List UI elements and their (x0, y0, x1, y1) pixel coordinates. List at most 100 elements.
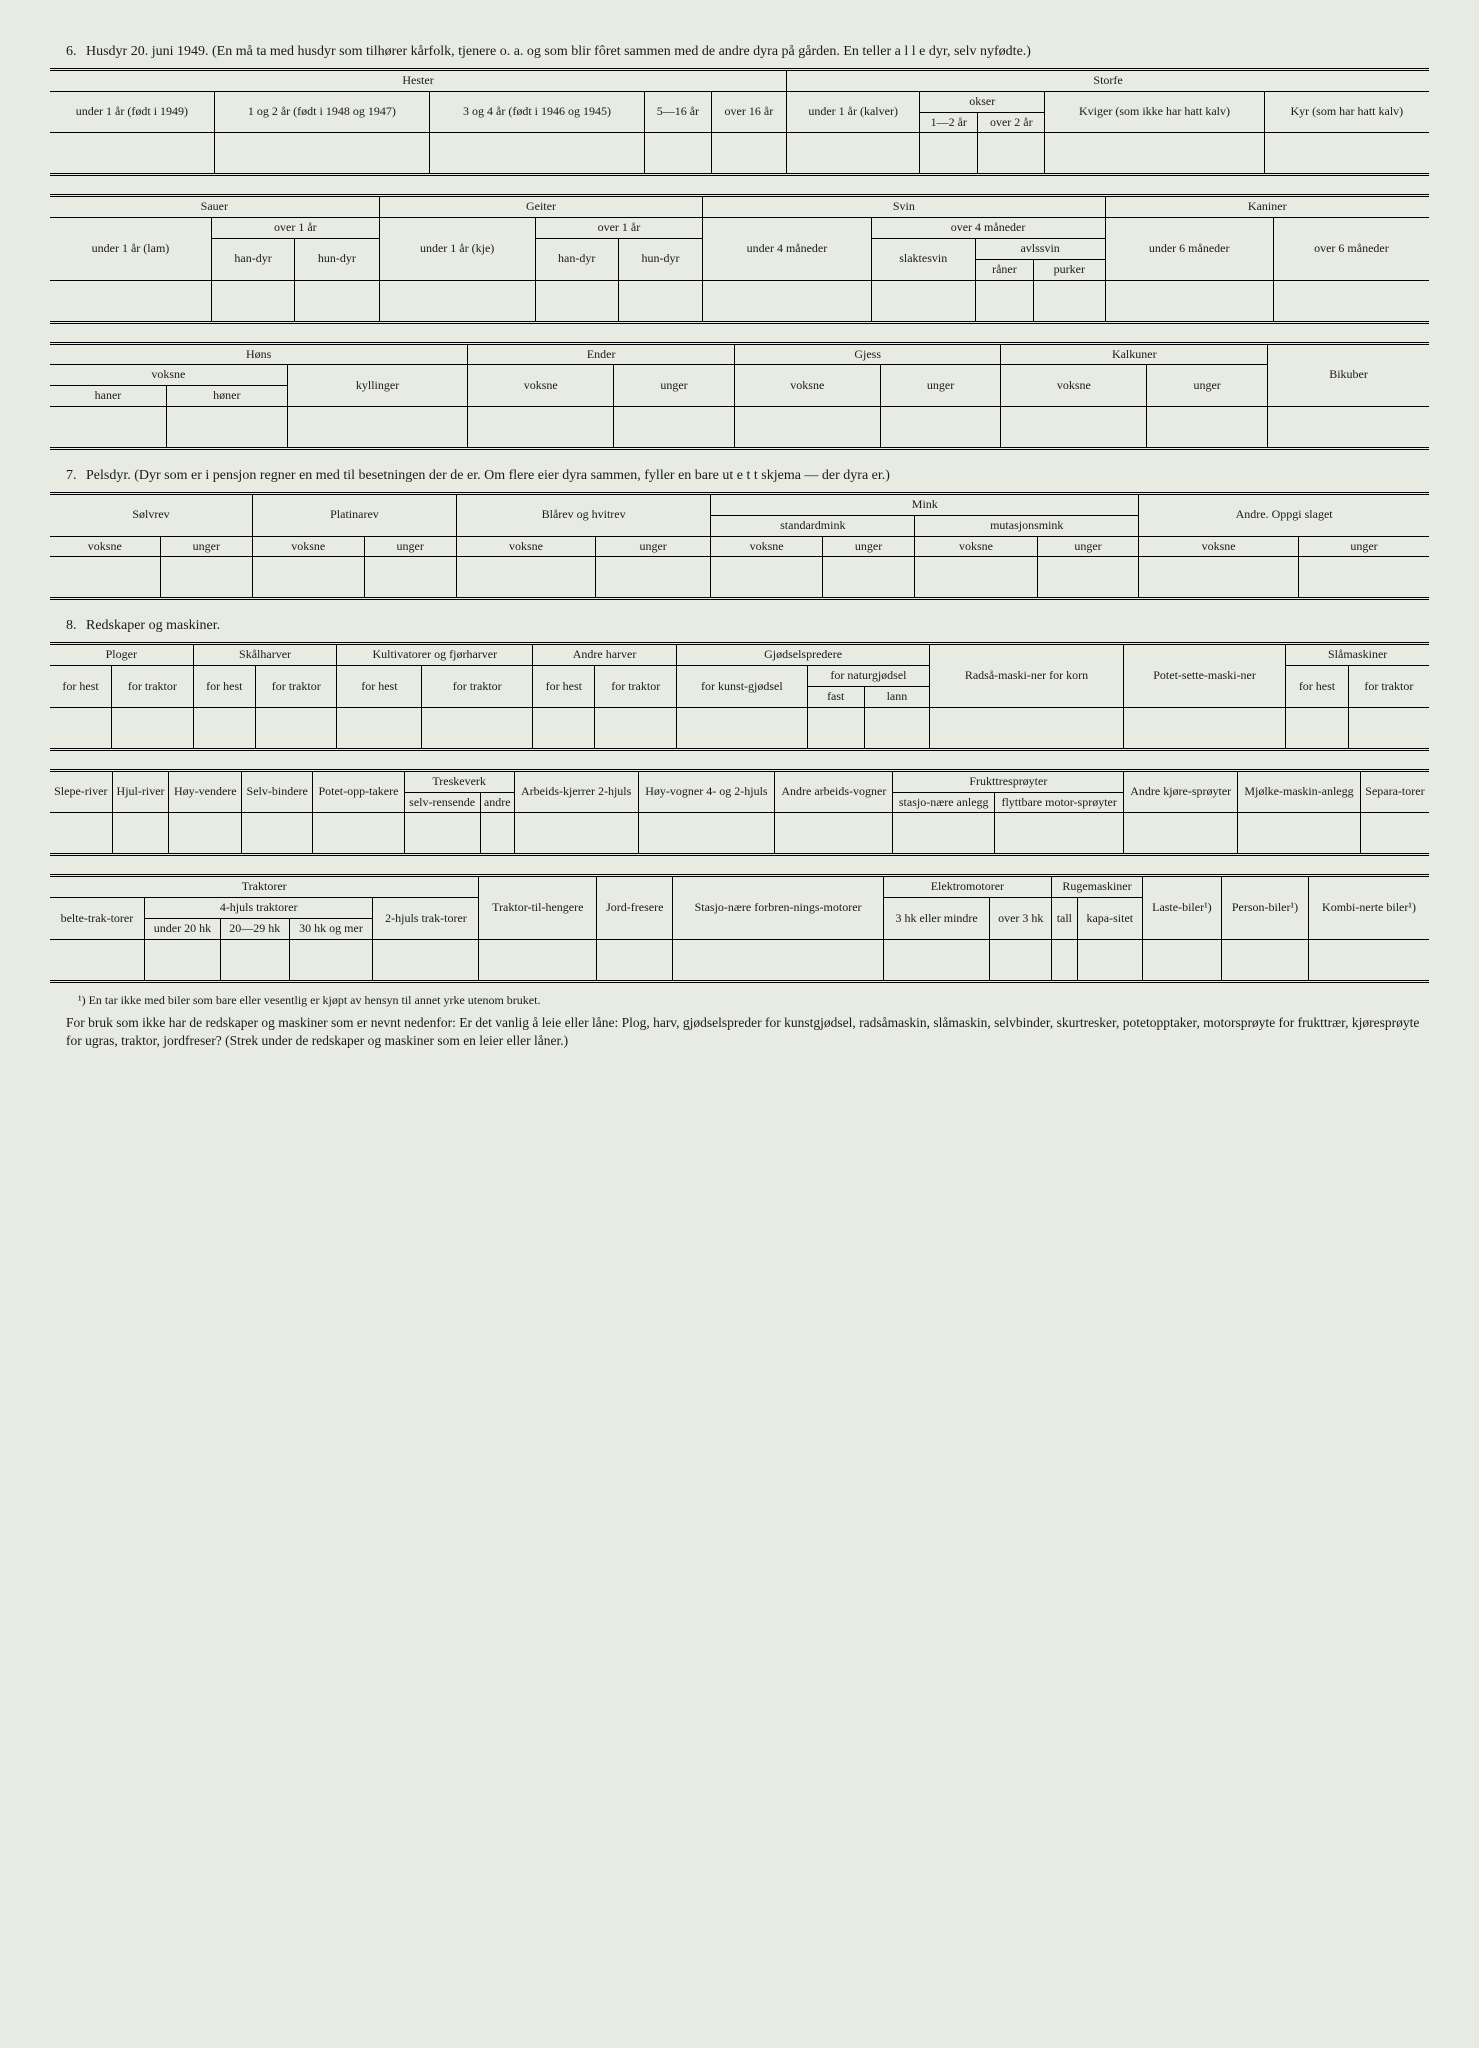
cell[interactable] (144, 939, 220, 981)
cell[interactable] (614, 406, 735, 448)
cell[interactable] (1052, 939, 1078, 981)
hdr-bikuber: Bikuber (1268, 343, 1429, 406)
cell[interactable] (995, 813, 1124, 855)
cell[interactable] (211, 280, 294, 322)
r-fh1: for hest (50, 666, 112, 708)
cell[interactable] (1001, 406, 1147, 448)
cell[interactable] (337, 707, 422, 749)
cell[interactable] (193, 707, 255, 749)
cell[interactable] (1034, 280, 1105, 322)
cell[interactable] (221, 939, 289, 981)
cell[interactable] (468, 406, 614, 448)
cell[interactable] (807, 707, 864, 749)
cell[interactable] (1360, 813, 1429, 855)
cell[interactable] (871, 280, 975, 322)
cell[interactable] (364, 557, 456, 599)
cell[interactable] (166, 406, 287, 448)
cell[interactable] (287, 406, 468, 448)
cell[interactable] (533, 707, 595, 749)
cell[interactable] (253, 557, 365, 599)
cell[interactable] (50, 406, 166, 448)
cell[interactable] (50, 939, 144, 981)
cell[interactable] (289, 939, 373, 981)
cell[interactable] (1221, 939, 1308, 981)
cell[interactable] (1147, 406, 1268, 448)
cell[interactable] (456, 557, 595, 599)
cell[interactable] (930, 707, 1124, 749)
cell[interactable] (1299, 557, 1430, 599)
cell[interactable] (822, 557, 914, 599)
cell[interactable] (787, 133, 920, 175)
cell[interactable] (1124, 813, 1238, 855)
cell[interactable] (618, 280, 703, 322)
cell[interactable] (169, 813, 242, 855)
r3-u20: under 20 hk (144, 918, 220, 939)
cell[interactable] (429, 133, 644, 175)
cell[interactable] (990, 939, 1052, 981)
r3-tall: tall (1052, 898, 1078, 940)
cell[interactable] (1348, 707, 1429, 749)
cell[interactable] (595, 557, 710, 599)
cell[interactable] (313, 813, 404, 855)
cell[interactable] (975, 280, 1033, 322)
cell[interactable] (645, 133, 712, 175)
cell[interactable] (50, 813, 112, 855)
cell[interactable] (915, 557, 1037, 599)
cell[interactable] (50, 133, 214, 175)
cell[interactable] (255, 707, 336, 749)
section7-title: 7. Pelsdyr. (Dyr som er i pensjon regner… (50, 464, 1429, 492)
cell[interactable] (422, 707, 533, 749)
cell[interactable] (711, 133, 786, 175)
cell[interactable] (373, 939, 479, 981)
cell[interactable] (920, 133, 978, 175)
cell[interactable] (1105, 280, 1273, 322)
cell[interactable] (1077, 939, 1142, 981)
cell[interactable] (1123, 707, 1285, 749)
cell[interactable] (1309, 939, 1429, 981)
cell[interactable] (880, 406, 1001, 448)
cell[interactable] (379, 280, 535, 322)
cell[interactable] (1142, 939, 1221, 981)
table-hons: Høns Ender Gjess Kalkuner Bikuber voksne… (50, 342, 1429, 450)
cell[interactable] (50, 557, 160, 599)
cell[interactable] (295, 280, 380, 322)
cell[interactable] (864, 707, 929, 749)
cell[interactable] (673, 939, 883, 981)
cell[interactable] (50, 707, 112, 749)
cell[interactable] (479, 939, 597, 981)
cell[interactable] (160, 557, 252, 599)
cell[interactable] (404, 813, 480, 855)
cell[interactable] (1286, 707, 1348, 749)
cell[interactable] (1037, 557, 1139, 599)
r-andreh: Andre harver (533, 644, 677, 666)
cell[interactable] (734, 406, 880, 448)
cell[interactable] (50, 280, 211, 322)
cell[interactable] (597, 939, 673, 981)
cell[interactable] (514, 813, 638, 855)
cell[interactable] (595, 707, 676, 749)
cell[interactable] (1264, 133, 1429, 175)
cell[interactable] (1273, 280, 1429, 322)
cell[interactable] (480, 813, 514, 855)
cell[interactable] (1238, 813, 1361, 855)
cell[interactable] (893, 813, 995, 855)
cell[interactable] (112, 813, 169, 855)
cell[interactable] (1268, 406, 1429, 448)
cell[interactable] (638, 813, 775, 855)
cell[interactable] (711, 557, 823, 599)
cell[interactable] (242, 813, 313, 855)
ge-hun: hun-dyr (618, 238, 703, 280)
cell[interactable] (676, 707, 807, 749)
cell[interactable] (1045, 133, 1264, 175)
cell[interactable] (112, 707, 193, 749)
cell[interactable] (214, 133, 429, 175)
cell[interactable] (883, 939, 990, 981)
cell[interactable] (978, 133, 1045, 175)
e-voksne: voksne (468, 365, 614, 407)
r-radsa: Radså-maski-ner for korn (930, 644, 1124, 707)
cell[interactable] (775, 813, 893, 855)
cell[interactable] (535, 280, 618, 322)
cell[interactable] (1139, 557, 1299, 599)
cell[interactable] (703, 280, 871, 322)
r-skal: Skålharver (193, 644, 337, 666)
